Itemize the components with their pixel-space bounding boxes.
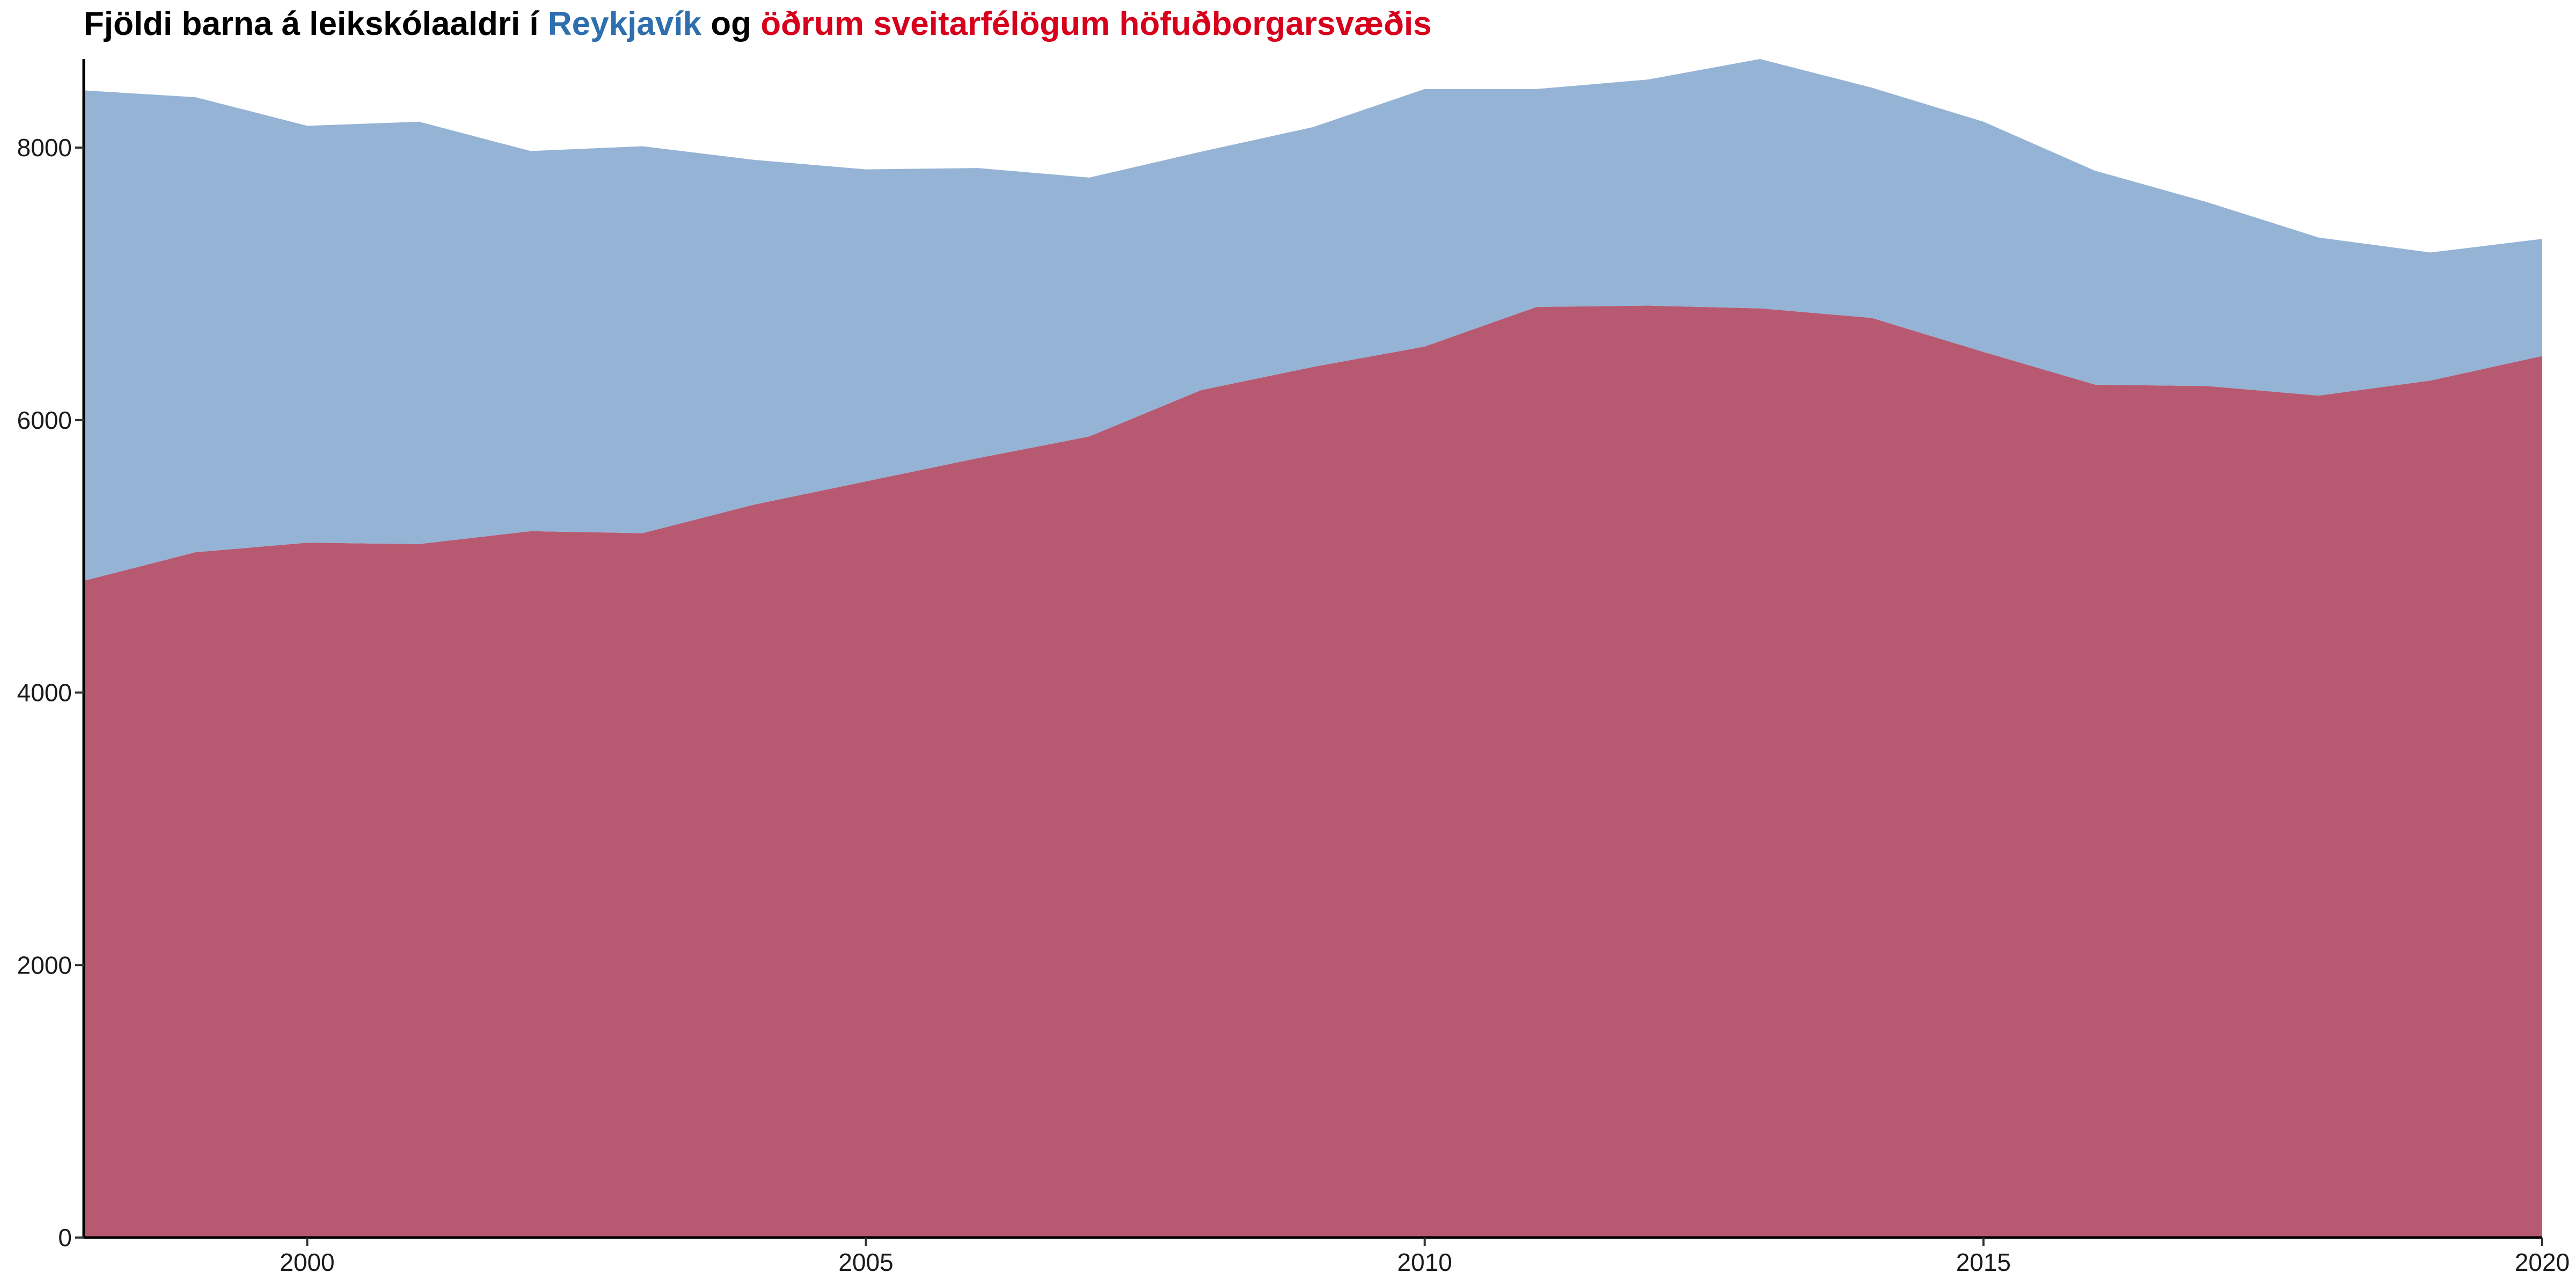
area-reykjavik [84, 59, 2542, 581]
y-axis-ticks: 0 2000 4000 6000 8000 [17, 134, 84, 1252]
x-tick-label: 2005 [838, 1248, 893, 1276]
x-tick-label: 2015 [1956, 1248, 2011, 1276]
title-other-municipalities: öðrum sveitarfélögum höfuðborgarsvæðis [760, 5, 1432, 42]
y-tick-label: 0 [58, 1224, 72, 1252]
chart-title: Fjöldi barna á leikskólaaldri í Reykjaví… [84, 1, 1432, 47]
title-reykjavik: Reykjavík [547, 5, 701, 42]
x-tick-label: 2020 [2515, 1248, 2570, 1276]
y-tick-label: 2000 [17, 951, 72, 979]
y-tick-label: 4000 [17, 679, 72, 707]
series-areas [84, 59, 2542, 1238]
title-part-3: og [701, 5, 761, 42]
x-tick-label: 2000 [280, 1248, 334, 1276]
x-tick-label: 2010 [1397, 1248, 1452, 1276]
y-tick-label: 8000 [17, 134, 72, 162]
axes [82, 59, 2542, 1239]
x-axis-ticks: 2000 2005 2010 2015 2020 [280, 1238, 2570, 1276]
area-other-municipalities [84, 305, 2542, 1238]
y-tick-label: 6000 [17, 406, 72, 434]
title-part-1: Fjöldi barna á leikskólaaldri í [84, 5, 548, 42]
